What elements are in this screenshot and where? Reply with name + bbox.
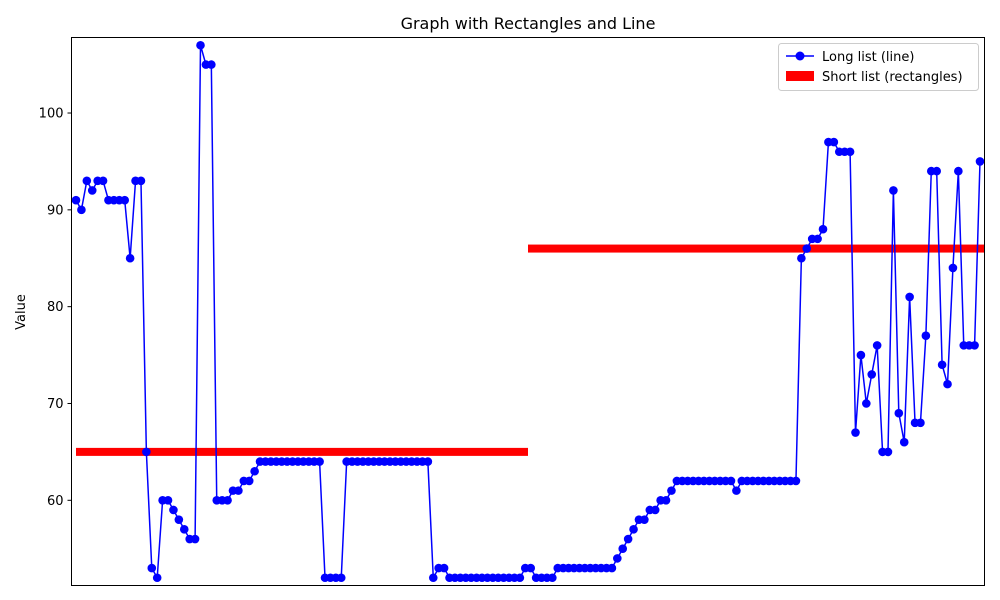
data-point xyxy=(428,573,438,583)
data-point xyxy=(829,137,839,147)
y-axis-label: Value xyxy=(14,294,29,330)
data-point xyxy=(223,495,232,505)
data-point xyxy=(152,573,162,583)
data-point xyxy=(894,408,904,418)
data-point xyxy=(423,457,433,466)
data-point xyxy=(851,428,860,437)
data-point xyxy=(515,573,525,583)
rectangle-bar xyxy=(76,447,528,456)
data-point xyxy=(98,176,108,186)
y-tick-label: 60 xyxy=(47,494,64,509)
legend-label-rectangles: Short list (rectangles) xyxy=(822,70,963,85)
data-point xyxy=(147,563,157,573)
data-point xyxy=(142,447,151,457)
data-point xyxy=(125,253,135,263)
data-point xyxy=(650,505,660,515)
data-point xyxy=(315,457,324,466)
data-point xyxy=(954,166,963,176)
data-point xyxy=(179,525,189,534)
data-point xyxy=(905,292,914,302)
plot-area xyxy=(71,37,985,586)
y-tick-label: 90 xyxy=(47,203,64,218)
data-point xyxy=(196,40,205,50)
data-point xyxy=(726,476,736,486)
data-point xyxy=(932,166,941,176)
data-point xyxy=(732,486,741,495)
rectangle-bar xyxy=(528,244,985,253)
data-point xyxy=(818,224,828,234)
data-point xyxy=(439,563,449,573)
data-point xyxy=(856,350,866,360)
line-layer xyxy=(71,40,985,583)
data-point xyxy=(813,234,822,244)
data-point xyxy=(163,495,173,505)
y-tick-label: 80 xyxy=(47,300,64,315)
data-point xyxy=(190,534,200,544)
data-point xyxy=(250,466,259,476)
legend-marker-swatch xyxy=(795,51,805,61)
data-point xyxy=(862,399,871,408)
data-point xyxy=(77,205,86,215)
data-point xyxy=(970,341,979,350)
data-point xyxy=(640,515,649,524)
data-point xyxy=(629,525,638,534)
data-point xyxy=(872,341,882,350)
data-point xyxy=(802,244,812,253)
data-point xyxy=(244,476,254,486)
legend: Long list (line) Short list (rectangles) xyxy=(778,43,979,91)
data-point xyxy=(548,573,557,583)
chart-title: Graph with Rectangles and Line xyxy=(401,14,656,33)
data-point xyxy=(883,447,893,457)
legend-box xyxy=(778,43,979,91)
data-point xyxy=(618,544,628,554)
data-point xyxy=(336,573,346,583)
data-point xyxy=(797,253,806,263)
data-point xyxy=(899,437,909,447)
data-point xyxy=(607,563,617,573)
data-point xyxy=(623,534,633,544)
legend-rect-swatch xyxy=(786,71,814,81)
data-point xyxy=(136,176,146,186)
data-point xyxy=(975,157,985,166)
data-point xyxy=(169,505,178,515)
data-point xyxy=(87,186,97,195)
y-tick-label: 100 xyxy=(39,107,64,122)
data-point xyxy=(889,186,898,195)
data-point xyxy=(937,360,947,370)
plot-frame xyxy=(71,37,985,586)
data-point xyxy=(667,486,676,495)
y-axis: 60 70 80 90 100 xyxy=(39,107,72,509)
data-point xyxy=(613,554,622,563)
data-point xyxy=(71,195,81,205)
data-point xyxy=(867,370,877,379)
rectangles-layer xyxy=(76,244,985,456)
data-point xyxy=(526,563,536,573)
data-point xyxy=(82,176,92,186)
data-point xyxy=(234,486,243,495)
data-point xyxy=(661,495,671,505)
data-point xyxy=(916,418,925,428)
data-point xyxy=(921,331,931,341)
data-point xyxy=(791,476,801,486)
data-point xyxy=(174,515,184,524)
data-point xyxy=(948,263,958,273)
y-tick-label: 70 xyxy=(47,397,64,412)
data-point xyxy=(845,147,855,157)
data-point xyxy=(207,60,216,69)
data-point xyxy=(943,379,952,389)
legend-label-line: Long list (line) xyxy=(822,50,914,65)
data-point xyxy=(120,195,130,205)
